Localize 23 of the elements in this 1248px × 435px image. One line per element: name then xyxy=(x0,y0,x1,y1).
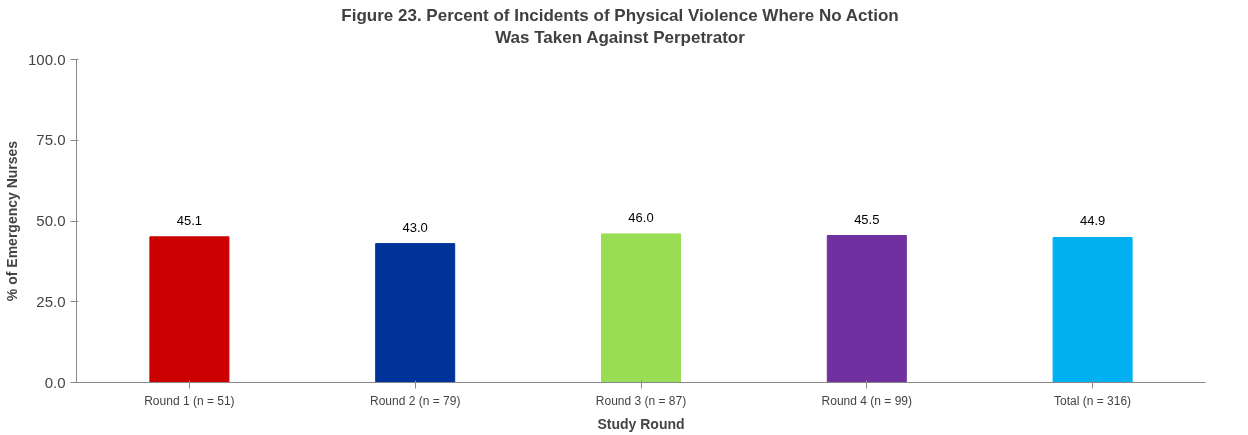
y-tick-label: 50.0 xyxy=(36,212,66,230)
x-tick-label: Total (n = 316) xyxy=(1054,393,1132,408)
x-tick-label: Round 1 (n = 51) xyxy=(144,393,235,408)
bar xyxy=(1052,237,1133,383)
data-label: 45.1 xyxy=(176,213,203,229)
chart-title: Figure 23. Percent of Incidents of Physical Violence Where No Action Was Taken Against Perpetrator xyxy=(341,5,899,50)
data-label: 44.9 xyxy=(1079,213,1106,229)
bar xyxy=(375,243,456,383)
y-tick-label: 0.0 xyxy=(44,373,66,391)
y-axis-title: % of Emergency Nurses xyxy=(3,140,20,302)
bar xyxy=(149,236,230,383)
data-label: 45.5 xyxy=(854,211,880,227)
x-tick-label: Round 3 (n = 87) xyxy=(595,393,687,408)
bar xyxy=(826,235,907,383)
data-label: 43.0 xyxy=(402,219,428,235)
x-axis-title: Study Round xyxy=(597,415,685,432)
y-tick-label: 25.0 xyxy=(36,292,66,310)
x-tick-label: Round 4 (n = 99) xyxy=(821,393,913,408)
x-tick-label: Round 2 (n = 79) xyxy=(370,393,461,408)
data-label: 46.0 xyxy=(628,210,654,226)
y-tick-label: 75.0 xyxy=(36,131,66,149)
y-tick-label: 100.0 xyxy=(27,50,66,68)
bar xyxy=(600,233,682,383)
